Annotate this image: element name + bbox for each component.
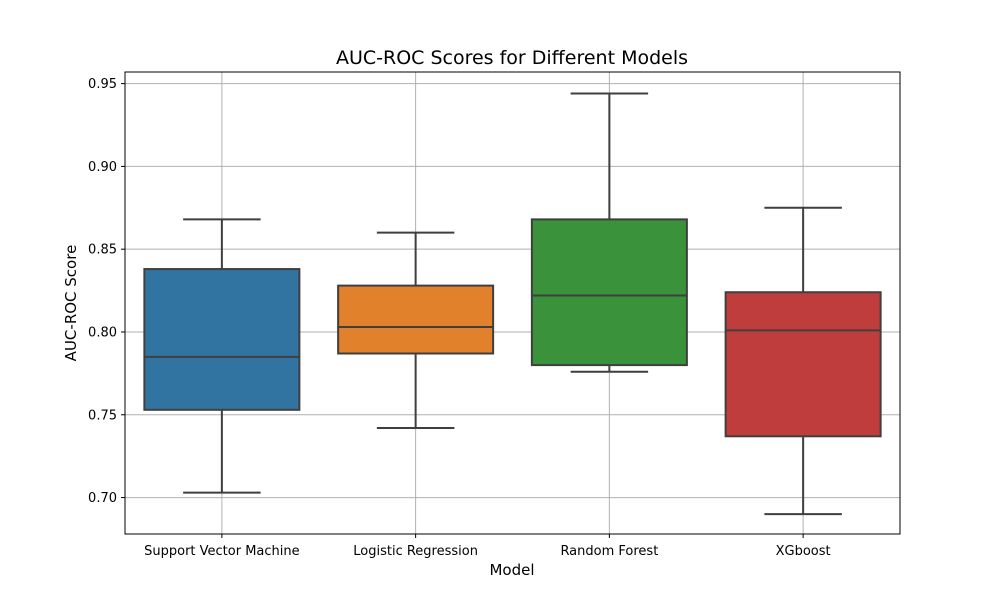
y-tick-label: 0.85: [88, 243, 117, 258]
chart-title: AUC-ROC Scores for Different Models: [336, 47, 688, 69]
x-tick-label: XGboost: [776, 544, 831, 559]
x-tick-label: Random Forest: [560, 544, 658, 559]
box-random-forest: [530, 92, 688, 373]
y-tick-label: 0.80: [88, 325, 117, 340]
box-support-vector-machine: [143, 218, 301, 494]
box-xgboost: [724, 206, 882, 516]
box-logistic-regression: [337, 231, 495, 430]
x-tick-label: Logistic Regression: [353, 544, 478, 559]
iqr-box: [530, 218, 688, 367]
plot-area-frame: [124, 71, 901, 535]
iqr-box: [143, 268, 301, 411]
x-axis-ticks: Support Vector Machine Logistic Regressio…: [144, 534, 831, 559]
iqr-box: [337, 284, 495, 355]
x-axis-label: Model: [489, 561, 534, 579]
y-tick-label: 0.90: [88, 160, 117, 175]
iqr-box: [724, 291, 882, 438]
y-axis-ticks: 0.70 0.75 0.80 0.85 0.90 0.95: [88, 77, 125, 506]
y-tick-label: 0.70: [88, 491, 117, 506]
y-tick-label: 0.75: [88, 408, 117, 423]
y-axis-label: AUC-ROC Score: [62, 245, 80, 362]
boxes-group: [143, 92, 882, 516]
y-tick-label: 0.95: [88, 77, 117, 92]
x-tick-label: Support Vector Machine: [144, 544, 300, 559]
